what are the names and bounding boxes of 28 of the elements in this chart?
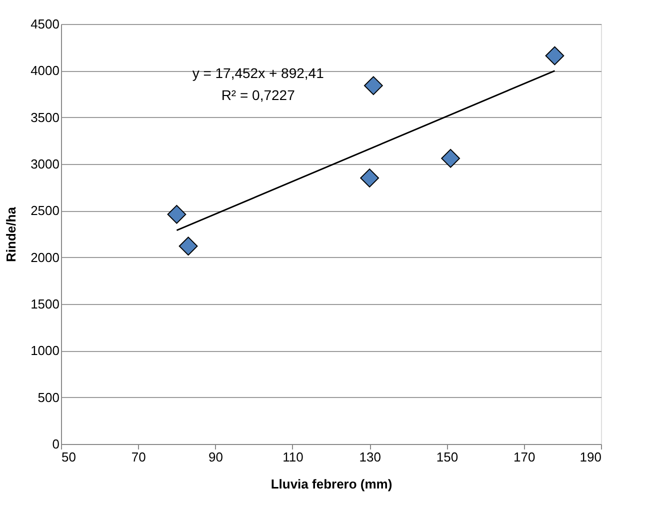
y-tick-label: 4500 — [30, 16, 60, 32]
annotation: R² = 0,7227 — [221, 87, 296, 103]
point — [360, 168, 380, 188]
point — [364, 76, 383, 96]
point — [178, 236, 198, 256]
y-tick-label: 500 — [38, 390, 60, 405]
y-tick-label: 0 — [52, 436, 60, 452]
x-tick-label: 190 — [580, 450, 602, 464]
x-tick-label: 90 — [208, 450, 224, 464]
y-tick-label: 1500 — [30, 296, 60, 312]
point — [545, 46, 564, 66]
y-tick-label: 2500 — [30, 203, 60, 218]
annotation: y = 17,452x + 892,41 — [192, 65, 324, 81]
x-tick-label: 130 — [359, 450, 381, 464]
y-tick-label: 3500 — [30, 110, 60, 125]
x-axis-title: Lluvia febrero (mm) — [270, 476, 392, 492]
x-tick-label: 70 — [131, 450, 146, 464]
y-tick-label: 3000 — [30, 156, 60, 172]
y-axis-title: Rinde/ha — [4, 206, 19, 262]
y-tick-label: 4000 — [30, 63, 60, 78]
x-tick-label: 150 — [436, 450, 458, 464]
x-tick-label: 170 — [514, 450, 536, 464]
x-tick-label: 50 — [62, 450, 76, 464]
x-tick-label: 110 — [282, 450, 304, 464]
point — [441, 148, 460, 168]
point — [167, 204, 186, 224]
y-tick-label: 2000 — [30, 250, 60, 265]
y-tick-label: 1000 — [30, 343, 60, 358]
